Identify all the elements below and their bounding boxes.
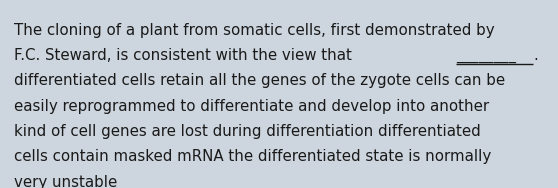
Text: F.C. Steward, is consistent with the view that: F.C. Steward, is consistent with the vie… <box>14 48 357 63</box>
Text: The cloning of a plant from somatic cells, first demonstrated by: The cloning of a plant from somatic cell… <box>14 23 494 38</box>
Text: cells contain masked mRNA the differentiated state is normally: cells contain masked mRNA the differenti… <box>14 149 491 164</box>
Text: kind of cell genes are lost during differentiation differentiated: kind of cell genes are lost during diffe… <box>14 124 480 139</box>
Text: .: . <box>533 48 538 63</box>
Text: ________: ________ <box>456 48 516 63</box>
Text: very unstable: very unstable <box>14 175 117 188</box>
Text: differentiated cells retain all the genes of the zygote cells can be: differentiated cells retain all the gene… <box>14 73 505 88</box>
Text: easily reprogrammed to differentiate and develop into another: easily reprogrammed to differentiate and… <box>14 99 489 114</box>
